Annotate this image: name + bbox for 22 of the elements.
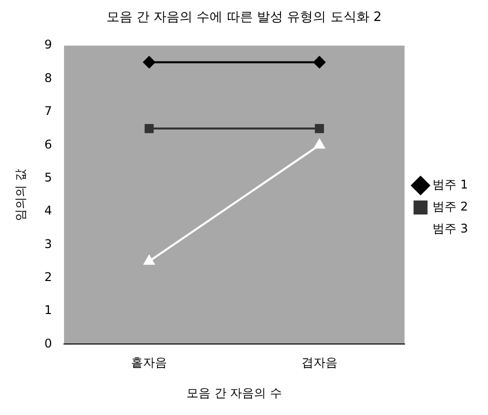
point: [144, 124, 154, 134]
x-axis-title: 모음 간 자음의 수: [186, 386, 282, 400]
y-tick-label: 4: [44, 204, 52, 218]
chart-title: 모음 간 자음의 수에 따른 발성 유형의 도식화 2: [106, 10, 382, 26]
x-tick-label: 홑자음: [131, 356, 168, 370]
legend-label: 범주 1: [432, 178, 468, 192]
point: [313, 56, 326, 68]
y-tick-label: 2: [44, 270, 52, 284]
y-tick-label: 7: [44, 104, 52, 118]
y-tick-label: 6: [44, 137, 52, 152]
y-axis-title: 임의의 값: [13, 168, 28, 221]
y-tick-label: 8: [44, 70, 52, 85]
y-tick-label: 1: [44, 303, 52, 318]
y-tick-label: 9: [44, 38, 52, 52]
text: 범주 3: [432, 222, 468, 236]
y-tick-label: 0: [44, 336, 52, 350]
point: [143, 56, 156, 68]
y-tick-label: 5: [44, 170, 52, 184]
y-tick-label: 3: [44, 236, 52, 251]
point: [314, 124, 324, 134]
legend-label: 범주 2: [432, 200, 468, 214]
x-tick-label: 겹자음: [301, 356, 338, 370]
